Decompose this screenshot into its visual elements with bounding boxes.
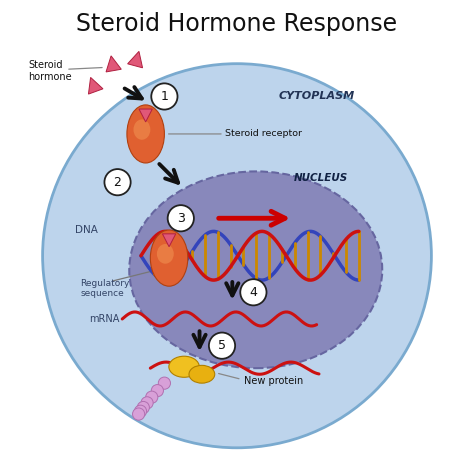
Circle shape — [209, 333, 235, 359]
Ellipse shape — [157, 244, 174, 264]
Ellipse shape — [129, 172, 382, 368]
Polygon shape — [89, 77, 103, 94]
Circle shape — [137, 401, 149, 414]
Text: mRNA: mRNA — [90, 314, 120, 324]
Text: 3: 3 — [177, 212, 185, 225]
Polygon shape — [128, 51, 143, 68]
Text: Steroid receptor: Steroid receptor — [225, 129, 302, 138]
Text: Regulatory
sequence: Regulatory sequence — [80, 279, 129, 298]
Circle shape — [135, 405, 146, 417]
Ellipse shape — [150, 230, 188, 286]
Polygon shape — [106, 56, 121, 72]
Polygon shape — [139, 109, 152, 122]
Circle shape — [104, 169, 131, 195]
Circle shape — [133, 408, 145, 420]
Ellipse shape — [43, 64, 431, 448]
Text: DNA: DNA — [75, 225, 98, 235]
Circle shape — [168, 205, 194, 231]
Circle shape — [158, 377, 171, 389]
Circle shape — [146, 391, 158, 403]
Text: 1: 1 — [161, 90, 168, 103]
Polygon shape — [163, 234, 176, 247]
Ellipse shape — [127, 105, 164, 163]
Text: NUCLEUS: NUCLEUS — [294, 173, 348, 183]
Text: New protein: New protein — [244, 376, 303, 386]
Text: CYTOPLASM: CYTOPLASM — [279, 91, 355, 101]
Circle shape — [141, 397, 153, 409]
Text: Steroid Hormone Response: Steroid Hormone Response — [76, 12, 398, 36]
Circle shape — [151, 83, 177, 109]
Ellipse shape — [134, 119, 150, 140]
Text: Steroid
hormone: Steroid hormone — [28, 60, 72, 82]
Ellipse shape — [189, 365, 215, 383]
Text: 5: 5 — [218, 339, 226, 352]
Text: 4: 4 — [249, 286, 257, 299]
Ellipse shape — [169, 356, 199, 377]
Circle shape — [240, 279, 266, 305]
Text: 2: 2 — [114, 176, 121, 189]
Circle shape — [151, 384, 164, 397]
